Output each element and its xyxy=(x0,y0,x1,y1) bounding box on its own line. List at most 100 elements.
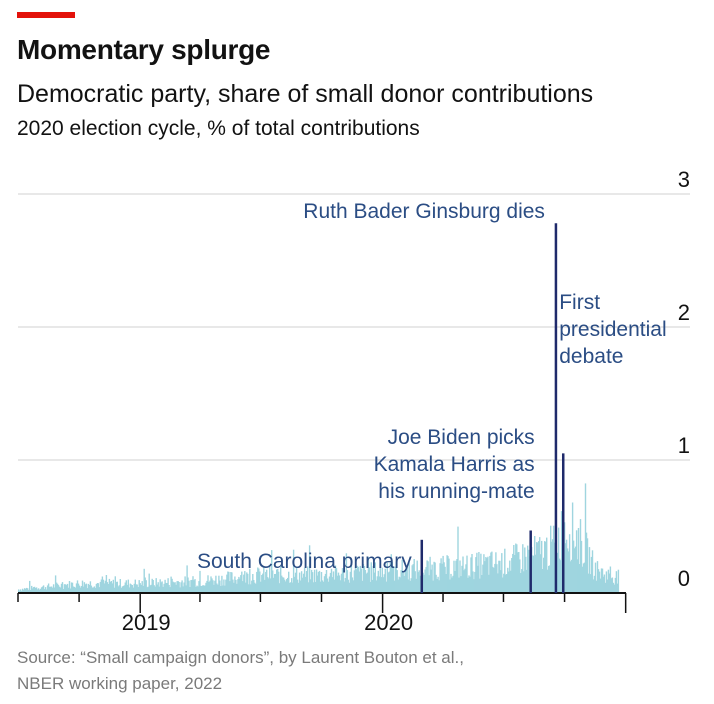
source-line-2: NBER working paper, 2022 xyxy=(17,674,223,693)
data-bar xyxy=(239,578,241,593)
data-bar xyxy=(366,572,369,593)
data-bar xyxy=(50,586,53,593)
data-bar xyxy=(181,580,183,593)
data-bar xyxy=(475,557,477,593)
data-bar xyxy=(512,553,514,593)
data-bar xyxy=(466,555,468,593)
data-bar xyxy=(446,555,448,593)
data-bar xyxy=(190,580,192,593)
data-bar xyxy=(306,566,309,593)
data-bar xyxy=(434,562,436,593)
data-bar xyxy=(53,587,56,593)
data-bar xyxy=(253,580,255,593)
data-bar xyxy=(185,585,187,593)
data-bar xyxy=(369,581,371,593)
data-bar xyxy=(38,589,41,593)
data-bar xyxy=(458,577,460,593)
data-bar xyxy=(617,569,620,593)
data-bar xyxy=(286,579,288,593)
data-bar xyxy=(368,567,371,593)
data-bar xyxy=(279,583,281,593)
data-bar xyxy=(129,583,131,593)
data-bar xyxy=(106,582,109,593)
data-bar xyxy=(319,581,322,593)
data-bar xyxy=(477,565,479,593)
data-bar xyxy=(84,584,87,593)
data-bar xyxy=(37,588,40,593)
data-bar xyxy=(40,587,43,593)
data-bar xyxy=(372,565,374,593)
data-bar xyxy=(542,569,544,593)
data-bar xyxy=(592,579,595,593)
data-bar xyxy=(139,583,141,593)
data-bar xyxy=(503,573,505,593)
data-bar xyxy=(396,570,398,593)
data-bar xyxy=(66,583,69,593)
data-bar xyxy=(31,588,34,593)
data-bar xyxy=(473,579,475,593)
data-bar xyxy=(251,580,253,593)
data-bar xyxy=(138,580,140,593)
data-bar xyxy=(161,581,163,593)
data-bar xyxy=(516,544,518,593)
data-bar xyxy=(54,575,57,593)
data-bar xyxy=(165,582,167,593)
data-bar xyxy=(44,587,47,593)
data-bar xyxy=(544,541,546,593)
data-bar xyxy=(423,574,425,593)
data-bar xyxy=(410,578,412,593)
data-bar xyxy=(87,583,90,593)
data-bar xyxy=(505,574,507,593)
data-bar xyxy=(430,569,432,593)
data-bar xyxy=(482,564,484,593)
annotation-label: his running-mate xyxy=(378,480,534,503)
data-bar xyxy=(232,579,234,593)
data-bar xyxy=(122,586,124,593)
data-bar xyxy=(270,578,272,593)
data-bar xyxy=(453,560,455,593)
data-bar xyxy=(337,572,340,593)
data-bar xyxy=(490,552,492,593)
data-bar xyxy=(392,566,394,593)
data-bar xyxy=(220,586,222,593)
data-bar xyxy=(189,587,191,593)
data-bar xyxy=(350,566,353,593)
data-bar xyxy=(433,561,435,593)
data-bar xyxy=(315,569,318,593)
data-bar xyxy=(431,564,433,593)
data-bar xyxy=(341,568,344,593)
data-bar xyxy=(108,578,111,593)
data-bar xyxy=(159,579,161,593)
data-bar xyxy=(484,561,486,593)
data-bar xyxy=(254,582,256,593)
data-bar xyxy=(269,567,271,593)
data-bar xyxy=(48,586,51,593)
data-bar xyxy=(342,568,345,593)
data-bar xyxy=(234,576,236,593)
data-bar xyxy=(140,584,142,593)
data-bar xyxy=(133,583,135,593)
data-bar xyxy=(184,576,186,593)
data-bar xyxy=(272,570,274,593)
annotation-label: South Carolina primary xyxy=(197,550,412,573)
data-bar xyxy=(289,582,291,593)
data-bar xyxy=(333,579,336,593)
data-bar xyxy=(22,588,24,593)
data-bar xyxy=(283,577,285,593)
data-bar xyxy=(162,586,164,593)
data-bar xyxy=(573,548,576,593)
data-bar xyxy=(373,572,375,593)
data-bar xyxy=(305,571,308,593)
chart-subtitle: Democratic party, share of small donor c… xyxy=(17,80,594,108)
data-bar xyxy=(454,571,456,593)
data-bar xyxy=(300,571,303,593)
data-bar xyxy=(151,578,153,593)
data-bar xyxy=(551,541,553,593)
data-bar xyxy=(427,561,429,593)
source-line-1: Source: “Small campaign donors”, by Laur… xyxy=(17,648,464,667)
data-bar xyxy=(615,571,618,593)
data-bar xyxy=(390,554,392,593)
data-bar xyxy=(176,581,178,593)
data-bar xyxy=(528,549,530,593)
data-bar xyxy=(121,586,123,593)
